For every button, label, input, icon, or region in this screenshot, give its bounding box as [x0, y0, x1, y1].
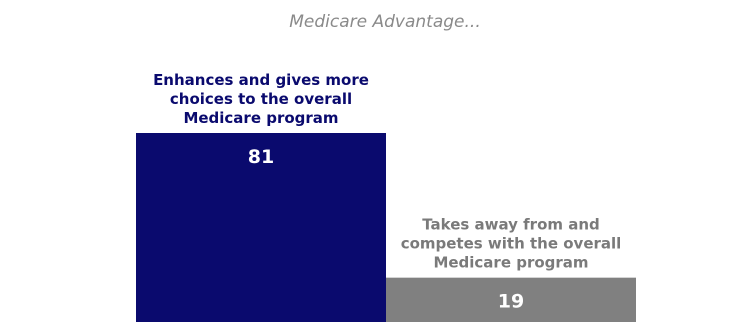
bar-1: [136, 133, 386, 322]
category-label-line: Takes away from and: [422, 216, 600, 234]
bar-value-label-2: 19: [498, 291, 524, 313]
category-label-line: Medicare program: [433, 254, 588, 272]
chart-title: Medicare Advantage...: [289, 12, 480, 32]
category-label-2: Takes away from and competes with the ove…: [401, 216, 622, 272]
bar-value-label-1: 81: [248, 146, 274, 168]
category-label-1: Enhances and gives more choices to the ov…: [153, 71, 369, 127]
bars-group: 81 Enhances and gives more choices to the …: [136, 71, 636, 322]
category-label-line: Medicare program: [183, 109, 338, 127]
category-label-line: choices to the overall: [170, 90, 352, 108]
bar-2: [386, 277, 636, 322]
category-label-line: competes with the overall: [401, 235, 622, 253]
category-label-line: Enhances and gives more: [153, 71, 369, 89]
